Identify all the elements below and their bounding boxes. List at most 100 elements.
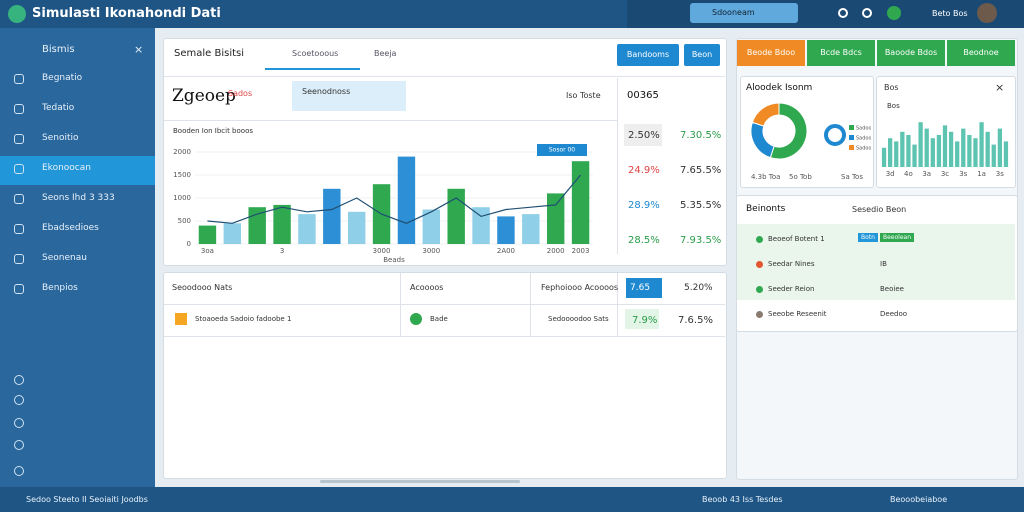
nav-item[interactable]: Ebadsedioes xyxy=(42,223,99,233)
bar xyxy=(955,141,960,167)
bar xyxy=(936,135,942,167)
kpi-label: Iso Toste xyxy=(566,91,601,100)
bar xyxy=(900,131,905,167)
nav-icon[interactable] xyxy=(14,395,24,405)
nav-icon[interactable] xyxy=(14,466,24,476)
button[interactable]: Beon xyxy=(684,44,720,66)
nav-icon[interactable] xyxy=(14,375,24,385)
x-tick-label: 2A00 xyxy=(497,247,515,255)
y-tick-label: 0 xyxy=(187,240,191,248)
metric: 5.35.5% xyxy=(680,200,722,211)
bar xyxy=(546,193,565,244)
tab[interactable]: Beeja xyxy=(374,49,397,58)
table-header: Fephoiooo Acoooos xyxy=(541,283,619,292)
table-cell: Sedoooodoo Sats xyxy=(548,315,609,323)
close[interactable]: × xyxy=(134,43,144,56)
bar xyxy=(323,188,341,244)
icon[interactable] xyxy=(887,6,901,20)
nav-icon[interactable] xyxy=(14,440,24,450)
x-tick-label: 2003 xyxy=(572,247,590,255)
close[interactable]: × xyxy=(995,81,1005,94)
pie-slice xyxy=(769,102,808,160)
metric: 28.9% xyxy=(628,200,660,211)
icon[interactable] xyxy=(862,8,872,18)
bar xyxy=(918,122,923,167)
chart-title: Booden Ion Ibcit booos xyxy=(173,127,253,135)
list-dot xyxy=(756,311,763,318)
scrollbar[interactable] xyxy=(320,480,520,483)
line xyxy=(207,174,582,224)
bar xyxy=(497,216,515,244)
list-title: Beinonts xyxy=(746,204,786,214)
nav-item[interactable]: Seonenau xyxy=(42,253,87,263)
bar xyxy=(930,138,935,167)
bar xyxy=(522,214,540,244)
tab[interactable]: Semale Bisitsi xyxy=(174,48,245,59)
list-label: Seedar Nines xyxy=(768,260,815,268)
x-tick-label: 3c xyxy=(941,170,949,178)
active-item[interactable] xyxy=(0,156,155,185)
legend-swatch xyxy=(849,135,854,140)
nav-item[interactable]: Seons Ihd 3 333 xyxy=(42,193,115,203)
table-cell: Stoaoeda Sadoio fadoobe 1 xyxy=(195,315,292,323)
list-label: Seeobe Reseenit xyxy=(768,310,827,318)
nav-item[interactable]: Ekonoocan xyxy=(42,163,91,173)
button[interactable]: Beode Bdoo xyxy=(737,40,805,66)
x-tick-label: 3000 xyxy=(373,247,391,255)
divider xyxy=(530,273,531,336)
bar xyxy=(571,161,590,244)
legend-label: Sadooo xyxy=(856,136,871,142)
x-tick-label: 2000 xyxy=(547,247,565,255)
tab[interactable]: Scoetooous xyxy=(292,49,339,58)
x-tick-label: 4o xyxy=(904,170,913,178)
bar xyxy=(973,138,978,167)
nav-icon xyxy=(14,164,24,174)
bar xyxy=(198,225,217,244)
nav-item[interactable]: Benpios xyxy=(42,283,78,293)
metric: 7.93.5% xyxy=(680,235,722,246)
nav-icon[interactable] xyxy=(14,418,24,428)
x-tick-label: 3s xyxy=(959,170,967,178)
bar xyxy=(422,209,441,244)
metric: 7.30.5% xyxy=(680,130,722,141)
nav-icon xyxy=(14,194,24,204)
table-button[interactable] xyxy=(626,278,662,298)
button[interactable]: Bandooms xyxy=(617,44,679,66)
button[interactable]: Bcde Bdcs xyxy=(807,40,875,66)
bar xyxy=(248,207,266,244)
metric: 7.65.5% xyxy=(680,165,722,176)
bar xyxy=(888,138,893,167)
kpi-value: Zgeoep xyxy=(172,86,236,106)
bar xyxy=(447,188,465,244)
nav-item[interactable]: Senoitio xyxy=(42,133,79,143)
x-tick-label: 3d xyxy=(886,170,895,178)
footer-text: Sedoo Steeto II Seoiaiti Joodbs xyxy=(26,495,148,504)
button[interactable]: Baoode Bdos xyxy=(877,40,945,66)
table-card xyxy=(163,272,727,479)
annotation-box xyxy=(537,144,587,156)
button[interactable]: Beodnoe xyxy=(947,40,1015,66)
bar xyxy=(397,156,416,244)
divider xyxy=(617,78,618,254)
chart-title: Aloodek Isonm xyxy=(746,83,813,93)
annotation: Sosor 00 xyxy=(549,147,575,154)
footer-text: Beoob 43 Iss Tesdes xyxy=(702,495,783,504)
x-axis-label: Beads xyxy=(383,256,405,264)
legend-swatch xyxy=(849,145,854,150)
table-header: Seoodooo Nats xyxy=(172,283,233,292)
bar xyxy=(948,131,954,167)
nav-icon xyxy=(14,224,24,234)
bar xyxy=(961,128,966,167)
list-dot xyxy=(756,236,763,243)
nav-item[interactable]: Begnatio xyxy=(42,73,83,83)
list-search[interactable]: Sesedio Beon xyxy=(852,205,907,214)
search-box[interactable] xyxy=(690,3,798,23)
nav-item[interactable]: Tedatio xyxy=(42,103,75,113)
avatar[interactable] xyxy=(977,3,997,23)
search-text: Sdooneam xyxy=(712,8,755,17)
divider xyxy=(164,336,725,337)
bar xyxy=(991,144,996,167)
nav-icon xyxy=(14,134,24,144)
icon[interactable] xyxy=(838,8,848,18)
